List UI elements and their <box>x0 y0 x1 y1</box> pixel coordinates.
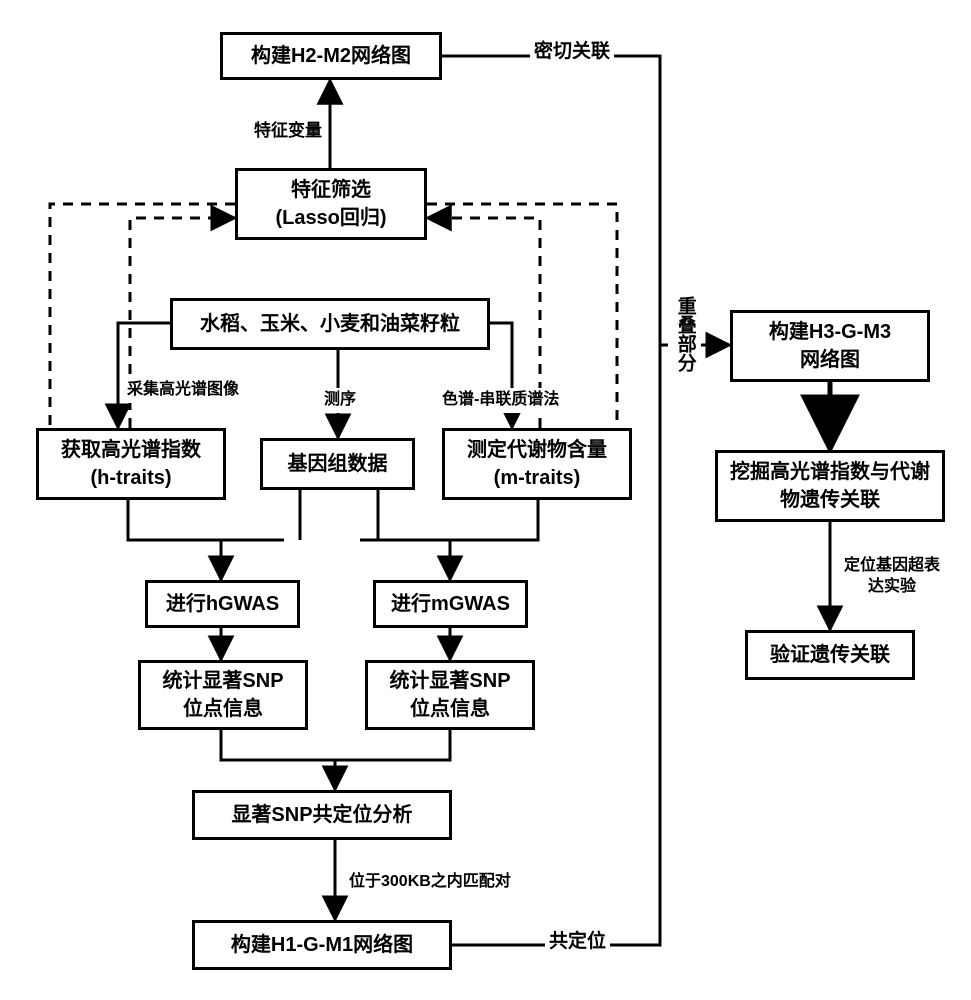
node-mine: 挖掘高光谱指数与代谢 物遗传关联 <box>715 450 945 522</box>
node-htraits: 获取高光谱指数 (h-traits) <box>36 428 226 500</box>
label-coloc2: 共定位 <box>545 928 610 957</box>
node-h3gm3: 构建H3-G-M3 网络图 <box>730 310 930 382</box>
node-verify: 验证遗传关联 <box>745 630 915 680</box>
node-mgwas: 进行mGWAS <box>373 580 528 628</box>
edge-12 <box>160 540 284 580</box>
flowchart-canvas: 构建H2-M2网络图特征筛选 (Lasso回归) 水稻、玉米、小麦和油菜籽粒获取高… <box>0 0 971 1000</box>
node-h1gm1: 构建H1-G-M1网络图 <box>192 920 452 970</box>
label-seq: 测序 <box>320 388 360 413</box>
node-hgwas: 进行hGWAS <box>145 580 300 628</box>
node-coloc: 显著SNP共定位分析 <box>192 790 452 840</box>
edge-8 <box>128 500 222 540</box>
node-snp1: 统计显著SNP 位点信息 <box>138 660 308 730</box>
edge-5 <box>118 323 170 428</box>
node-genome: 基因组数据 <box>260 438 415 490</box>
label-overlap: 重叠部分 <box>668 294 701 374</box>
edge-16 <box>221 730 335 760</box>
label-chrom: 色谱-串联质谱法 <box>438 388 563 413</box>
label-collect: 采集高光谱图像 <box>123 378 243 403</box>
node-featsel: 特征筛选 (Lasso回归) <box>235 168 427 240</box>
node-grain: 水稻、玉米、小麦和油菜籽粒 <box>170 298 490 350</box>
node-mtraits: 测定代谢物含量 (m-traits) <box>442 428 632 500</box>
edge-9 <box>450 500 538 540</box>
node-snp2: 统计显著SNP 位点信息 <box>365 660 535 730</box>
label-close: 密切关联 <box>530 38 614 67</box>
label-featvar: 特征变量 <box>250 118 326 144</box>
node-top: 构建H2-M2网络图 <box>220 32 442 80</box>
edge-20 <box>442 56 660 945</box>
edge-17 <box>335 730 450 760</box>
label-overexp: 定位基因超表 达实验 <box>840 554 944 600</box>
edge-13 <box>360 540 520 580</box>
label-match: 位于300KB之内匹配对 <box>345 870 515 895</box>
